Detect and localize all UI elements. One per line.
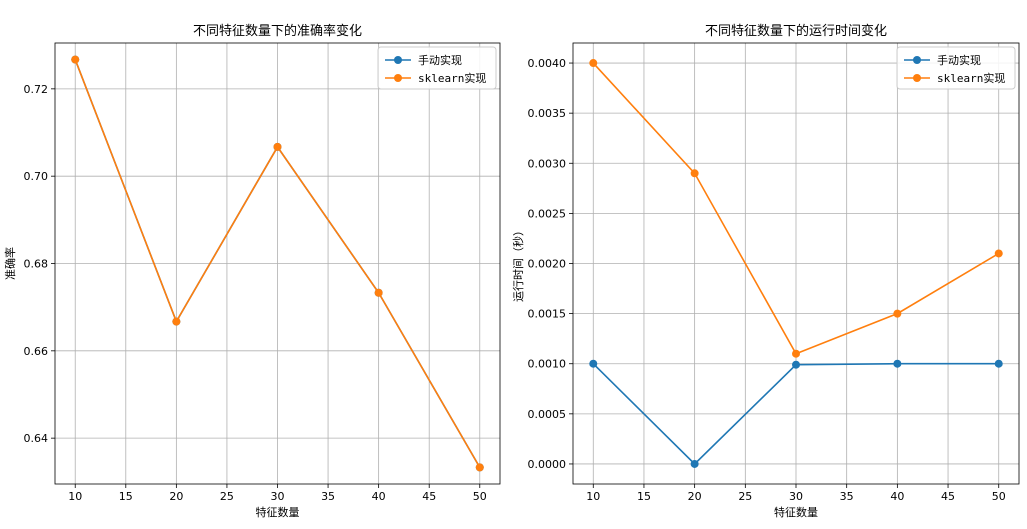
data-point xyxy=(589,359,598,368)
y-tick-label: 0.0010 xyxy=(528,358,567,371)
data-point xyxy=(690,459,699,468)
x-tick-label: 10 xyxy=(68,490,82,503)
x-tick-label: 45 xyxy=(941,490,955,503)
data-point xyxy=(71,55,80,64)
y-tick-label: 0.66 xyxy=(24,345,49,358)
x-tick-label: 25 xyxy=(738,490,752,503)
y-tick-label: 0.0035 xyxy=(528,107,567,120)
x-tick-label: 25 xyxy=(220,490,234,503)
chart-title: 不同特征数量下的准确率变化 xyxy=(193,23,362,39)
legend-label: sklearn实现 xyxy=(937,71,1005,85)
legend-marker xyxy=(913,74,921,82)
y-tick-label: 0.0005 xyxy=(528,408,567,421)
y-tick-label: 0.68 xyxy=(24,258,49,271)
x-tick-label: 35 xyxy=(321,490,335,503)
y-tick-label: 0.0030 xyxy=(528,157,567,170)
legend: 手动实现 sklearn实现 xyxy=(896,46,1016,90)
data-point xyxy=(475,463,484,472)
data-point xyxy=(690,169,699,178)
y-tick-label: 0.0015 xyxy=(528,308,567,321)
data-point xyxy=(792,349,800,358)
data-point xyxy=(994,249,1003,258)
legend-label: sklearn实现 xyxy=(418,71,486,85)
data-point xyxy=(893,309,902,318)
x-tick-label: 45 xyxy=(422,490,436,503)
x-tick-label: 40 xyxy=(890,490,904,503)
data-point xyxy=(374,288,383,297)
chart-title: 不同特征数量下的运行时间变化 xyxy=(705,23,887,39)
y-tick-label: 0.72 xyxy=(24,83,49,96)
x-tick-label: 20 xyxy=(688,490,702,503)
x-tick-label: 50 xyxy=(473,490,487,503)
x-tick-label: 15 xyxy=(119,490,133,503)
x-tick-label: 10 xyxy=(586,490,600,503)
y-tick-label: 0.0040 xyxy=(528,57,567,70)
legend-marker xyxy=(394,74,402,82)
y-tick-label: 0.0025 xyxy=(528,207,567,220)
y-tick-label: 0.0000 xyxy=(528,458,567,471)
legend-marker xyxy=(913,56,921,64)
x-axis-label: 特征数量 xyxy=(256,505,300,519)
y-tick-label: 0.64 xyxy=(24,432,49,445)
x-tick-label: 50 xyxy=(992,490,1006,503)
y-tick-label: 0.70 xyxy=(24,170,49,183)
data-point xyxy=(893,359,902,368)
data-point xyxy=(273,142,282,151)
chart-panel-2: 10 15 20 25 30 35 40 45 50 0.0000 0.0005 0.0010 0.00… xyxy=(511,23,1020,519)
plot-frame xyxy=(572,42,1020,485)
x-tick-label: 20 xyxy=(169,490,183,503)
legend-label: 手动实现 xyxy=(418,53,462,67)
data-point xyxy=(172,317,181,326)
data-point xyxy=(589,59,598,68)
legend: 手动实现 sklearn实现 xyxy=(377,46,497,90)
y-axis-label: 准确率 xyxy=(3,247,17,280)
plot-frame xyxy=(54,42,501,485)
data-point xyxy=(792,360,800,369)
y-axis-label: 运行时间（秒） xyxy=(511,225,525,302)
x-tick-label: 40 xyxy=(372,490,386,503)
x-tick-label: 30 xyxy=(271,490,285,503)
x-tick-label: 30 xyxy=(789,490,803,503)
chart-panel-1: 10 15 20 25 30 35 40 45 50 0.64 0.66 0.68 0.70 0.72 不同… xyxy=(3,23,501,519)
x-axis-label: 特征数量 xyxy=(774,505,818,519)
y-tick-label: 0.0020 xyxy=(528,258,567,271)
x-tick-label: 35 xyxy=(840,490,854,503)
legend-marker xyxy=(394,56,402,64)
x-tick-label: 15 xyxy=(637,490,651,503)
data-point xyxy=(994,359,1003,368)
legend-label: 手动实现 xyxy=(937,53,981,67)
